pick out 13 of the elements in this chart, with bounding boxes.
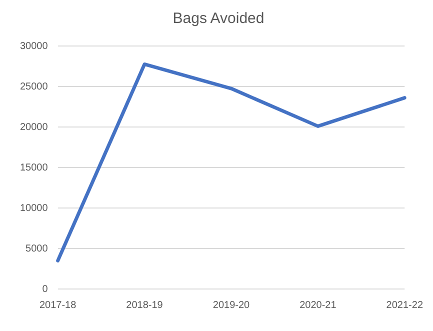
- x-tick-label: 2019-20: [212, 300, 250, 311]
- chart-title: Bags Avoided: [172, 10, 264, 28]
- y-tick-label: 5000: [26, 243, 48, 254]
- x-tick-label: 2020-21: [300, 300, 337, 311]
- y-tick-label: 20000: [20, 122, 48, 133]
- x-tick-label: 2017-18: [39, 300, 77, 311]
- x-tick-label: 2021-22: [386, 300, 424, 311]
- y-tick-label: 10000: [20, 202, 48, 214]
- y-tick-label: 30000: [20, 40, 48, 52]
- y-tick-label: 25000: [20, 81, 48, 92]
- x-tick-label: 2018-19: [126, 300, 164, 311]
- y-tick-label: 15000: [20, 162, 48, 174]
- y-tick-label: 0: [42, 284, 48, 295]
